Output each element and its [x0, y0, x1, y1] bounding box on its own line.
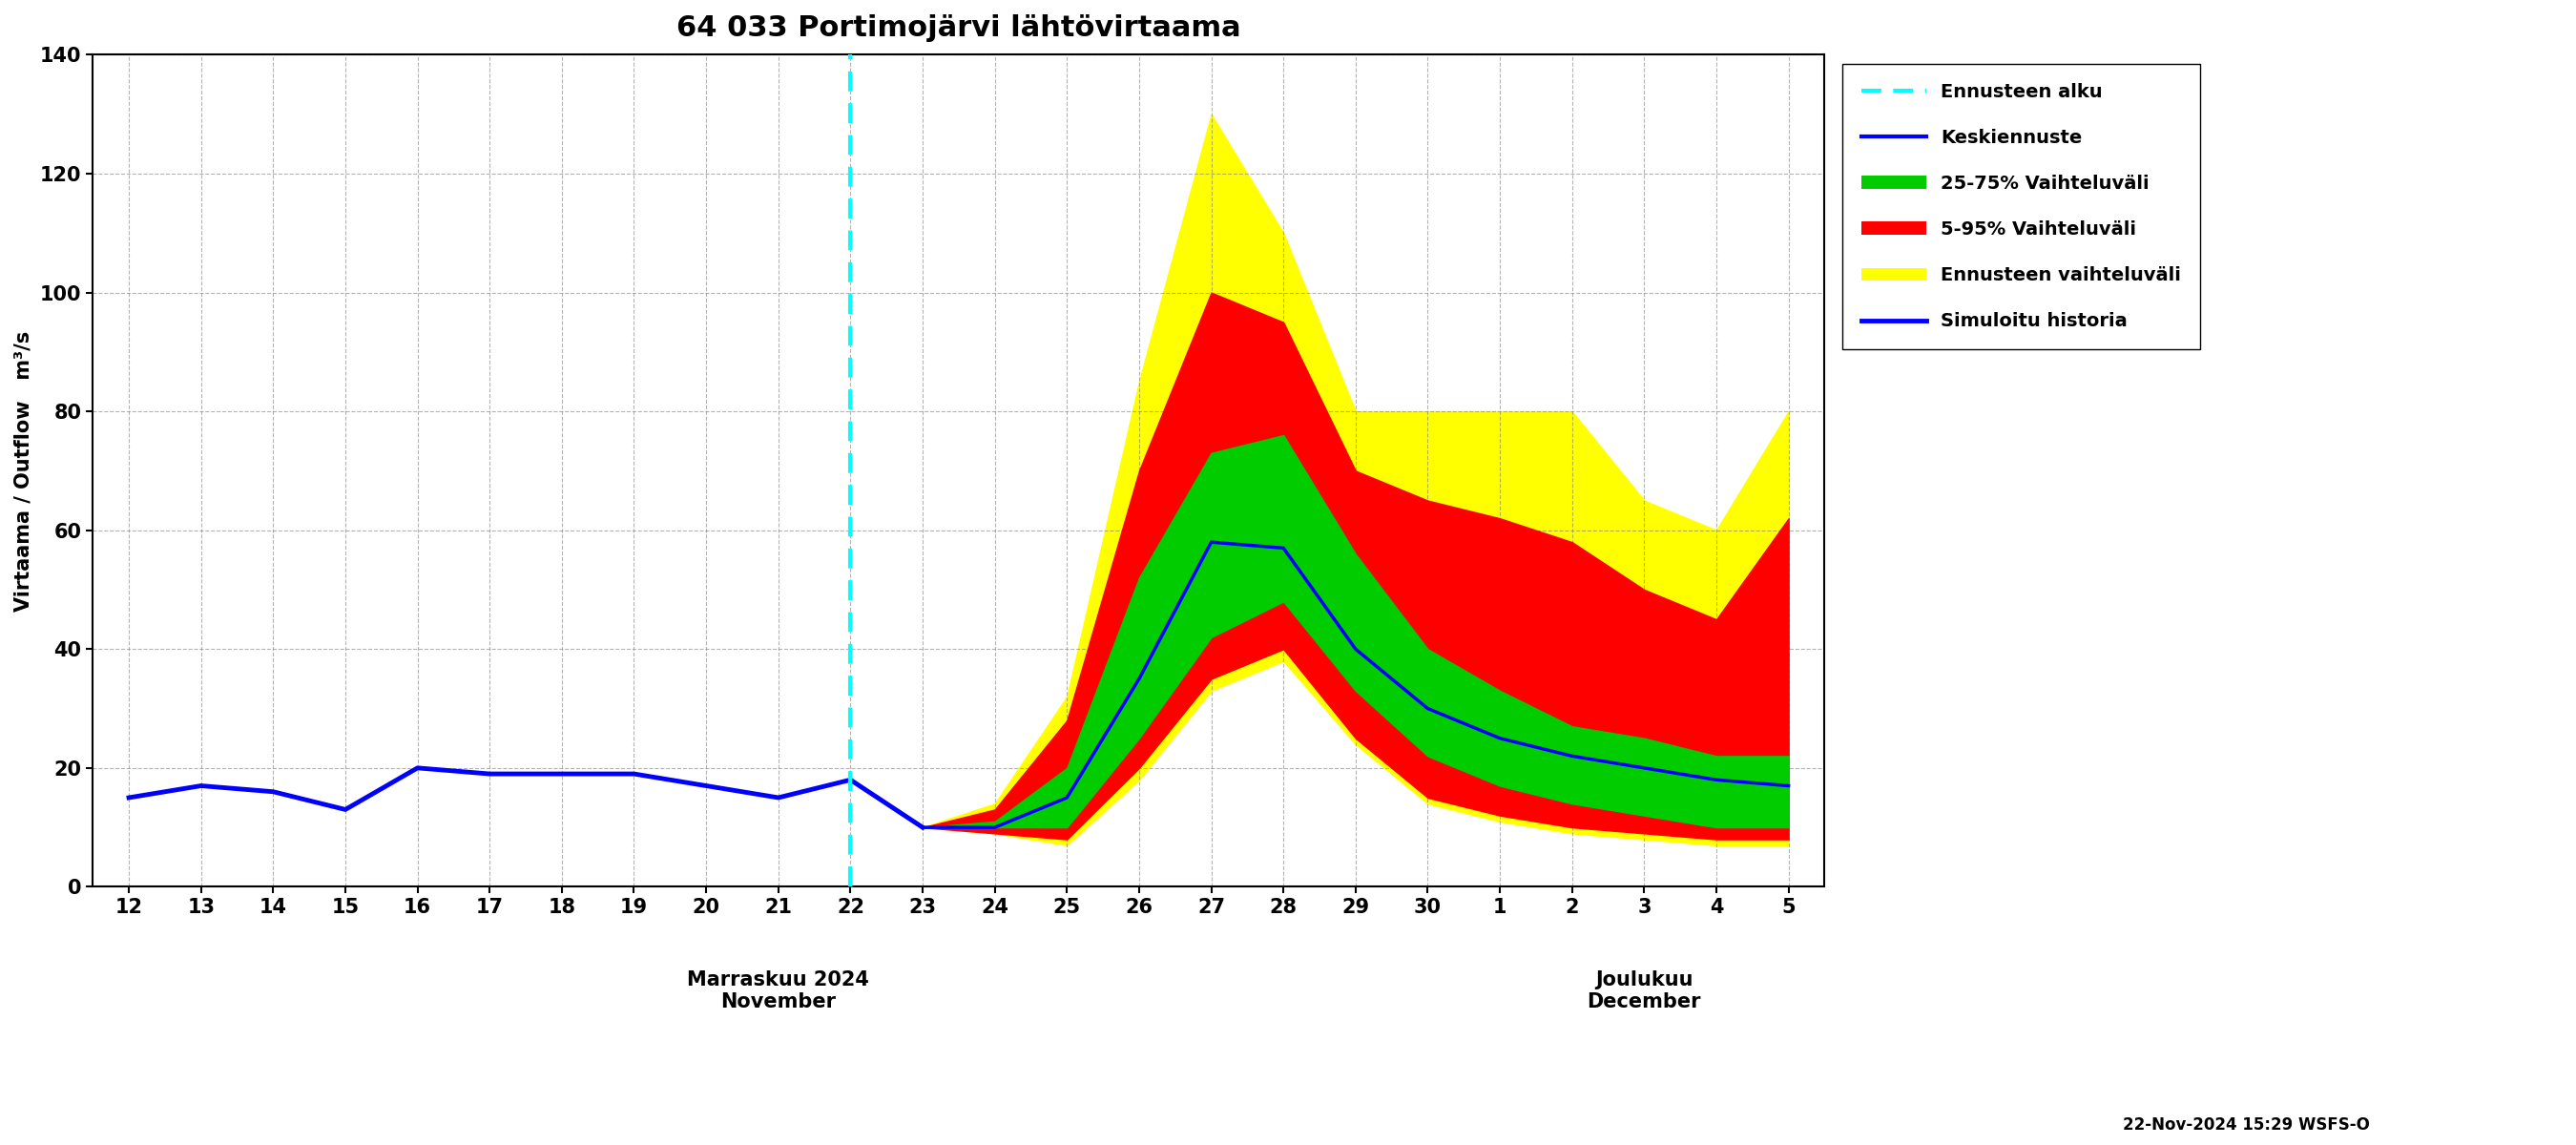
Title: 64 033 Portimojärvi lähtövirtaama: 64 033 Portimojärvi lähtövirtaama	[677, 14, 1242, 42]
Y-axis label: Virtaama / Outflow   m³/s: Virtaama / Outflow m³/s	[15, 331, 33, 611]
Text: Marraskuu 2024
November: Marraskuu 2024 November	[688, 970, 868, 1011]
Text: 22-Nov-2024 15:29 WSFS-O: 22-Nov-2024 15:29 WSFS-O	[2123, 1116, 2370, 1134]
Text: Joulukuu
December: Joulukuu December	[1587, 970, 1700, 1011]
Legend: Ennusteen alku, Keskiennuste, 25-75% Vaihteluväli, 5-95% Vaihteluväli, Ennusteen: Ennusteen alku, Keskiennuste, 25-75% Vai…	[1842, 64, 2200, 349]
